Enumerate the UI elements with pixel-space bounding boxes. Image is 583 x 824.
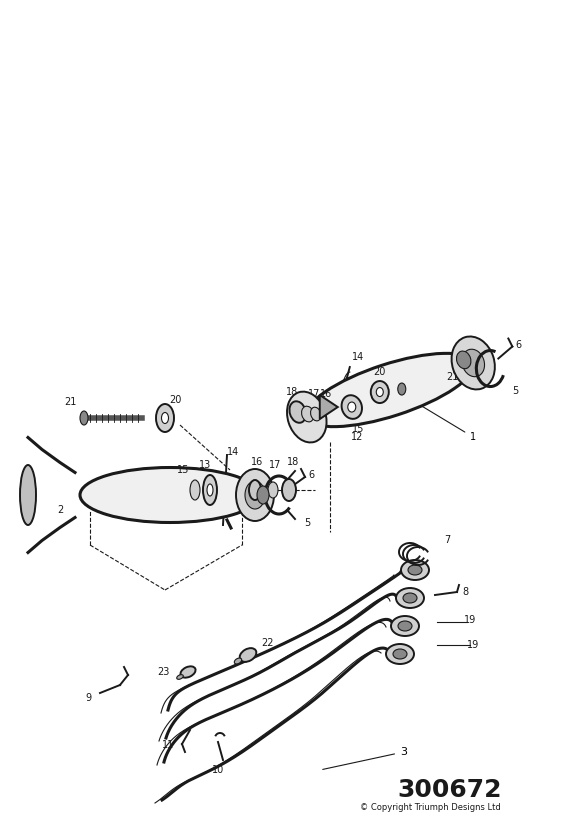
Ellipse shape [301,406,314,422]
Ellipse shape [234,658,242,664]
Text: 7: 7 [444,535,450,545]
Ellipse shape [342,396,362,419]
Text: 14: 14 [352,352,364,362]
Text: 8: 8 [462,587,468,597]
Ellipse shape [268,482,278,498]
Text: 21: 21 [64,397,76,407]
Text: 10: 10 [212,765,224,775]
Ellipse shape [245,481,265,509]
Text: 9: 9 [85,693,91,703]
Ellipse shape [80,467,260,522]
Ellipse shape [376,387,383,396]
Ellipse shape [190,480,200,500]
Ellipse shape [386,644,414,664]
Text: 19: 19 [467,640,479,650]
Text: 2: 2 [57,505,63,515]
Ellipse shape [181,667,195,677]
Text: 11: 11 [162,740,174,750]
Ellipse shape [20,465,36,525]
Text: 12: 12 [350,432,363,442]
Ellipse shape [393,649,407,659]
Text: 3: 3 [323,747,407,770]
Text: 1: 1 [422,406,476,442]
Ellipse shape [282,479,296,501]
Text: 6: 6 [515,339,521,349]
Polygon shape [320,395,338,419]
Ellipse shape [80,411,88,425]
Text: 16: 16 [251,457,263,467]
Ellipse shape [236,469,274,521]
Ellipse shape [398,621,412,631]
Text: 17: 17 [308,389,320,399]
Text: 20: 20 [169,395,181,405]
Text: 15: 15 [177,465,189,475]
Ellipse shape [456,351,471,368]
Text: 300672: 300672 [398,778,502,802]
Ellipse shape [240,648,257,662]
Ellipse shape [391,616,419,636]
Ellipse shape [396,588,424,608]
Ellipse shape [452,336,495,390]
Ellipse shape [289,401,306,423]
Text: 18: 18 [287,457,299,467]
Ellipse shape [398,383,406,395]
Text: 5: 5 [512,386,518,396]
Ellipse shape [348,402,356,412]
Text: 13: 13 [199,460,211,470]
Ellipse shape [371,381,389,403]
Text: 15: 15 [352,424,364,434]
Ellipse shape [287,391,326,442]
Ellipse shape [156,404,174,432]
Ellipse shape [161,413,168,424]
Text: 22: 22 [262,638,274,648]
Ellipse shape [311,407,321,421]
Ellipse shape [401,560,429,580]
Ellipse shape [207,484,213,496]
Ellipse shape [408,565,422,575]
Ellipse shape [177,675,183,679]
Ellipse shape [403,593,417,603]
Ellipse shape [307,353,473,427]
Ellipse shape [203,475,217,505]
Text: 14: 14 [227,447,239,457]
Ellipse shape [257,486,269,504]
Text: 20: 20 [374,367,386,377]
Ellipse shape [249,480,261,500]
Text: 21: 21 [447,372,459,382]
Text: 5: 5 [304,518,310,528]
Text: © Copyright Triumph Designs Ltd: © Copyright Triumph Designs Ltd [360,803,500,812]
Text: 17: 17 [269,460,281,470]
Text: 19: 19 [464,615,476,625]
Text: 16: 16 [319,389,332,399]
Text: 23: 23 [157,667,169,677]
Ellipse shape [462,349,484,377]
Text: 18: 18 [286,387,298,397]
Text: 6: 6 [308,470,314,480]
